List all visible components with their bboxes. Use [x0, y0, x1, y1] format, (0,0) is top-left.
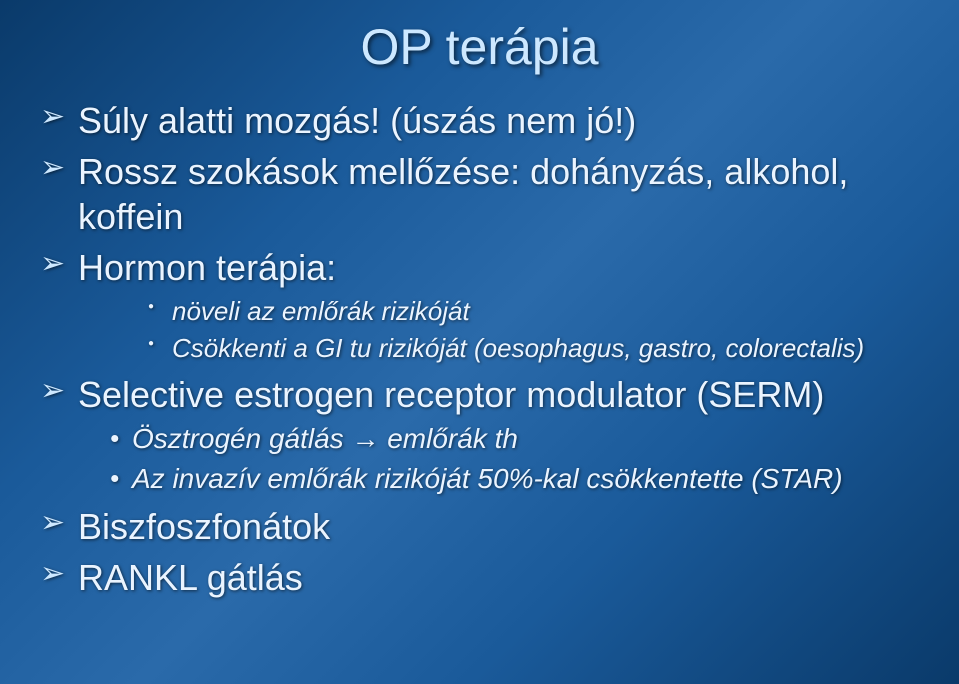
sub-bullet-item: Ösztrogén gátlás → emlőrák th	[110, 421, 919, 458]
sub-bullet-list: Ösztrogén gátlás → emlőrák th Az invazív…	[110, 421, 919, 498]
sub-bullet-item: növeli az emlőrák rizikóját	[148, 294, 919, 328]
bullet-text: Selective estrogen receptor modulator (S…	[78, 374, 824, 415]
bullet-text: Biszfoszfonátok	[78, 506, 330, 547]
bullet-item: Súly alatti mozgás! (úszás nem jó!)	[40, 98, 919, 143]
sub-bullet-text: Az invazív emlőrák rizikóját 50%-kal csö…	[132, 463, 843, 494]
bullet-item: Hormon terápia: növeli az emlőrák rizikó…	[40, 245, 919, 366]
bullet-text: RANKL gátlás	[78, 557, 303, 598]
bullet-item: Rossz szokások mellőzése: dohányzás, alk…	[40, 149, 919, 239]
bullet-text: Hormon terápia:	[78, 247, 336, 288]
sub-bullet-list: növeli az emlőrák rizikóját Csökkenti a …	[148, 294, 919, 366]
bullet-item: Biszfoszfonátok	[40, 504, 919, 549]
bullet-text: Rossz szokások mellőzése: dohányzás, alk…	[78, 151, 848, 237]
sub-bullet-item: Az invazív emlőrák rizikóját 50%-kal csö…	[110, 461, 919, 498]
bullet-item: Selective estrogen receptor modulator (S…	[40, 372, 919, 498]
slide-container: OP terápia Súly alatti mozgás! (úszás ne…	[0, 0, 959, 600]
sub-bullet-text: Ösztrogén gátlás → emlőrák th	[132, 423, 518, 454]
bullet-list: Súly alatti mozgás! (úszás nem jó!) Ross…	[40, 98, 919, 600]
sub-bullet-item: Csökkenti a GI tu rizikóját (oesophagus,…	[148, 331, 919, 365]
sub-bullet-text: Csökkenti a GI tu rizikóját (oesophagus,…	[172, 333, 864, 363]
bullet-text: Súly alatti mozgás! (úszás nem jó!)	[78, 100, 636, 141]
page-title: OP terápia	[40, 18, 919, 76]
sub-bullet-text: növeli az emlőrák rizikóját	[172, 296, 470, 326]
bullet-item: RANKL gátlás	[40, 555, 919, 600]
